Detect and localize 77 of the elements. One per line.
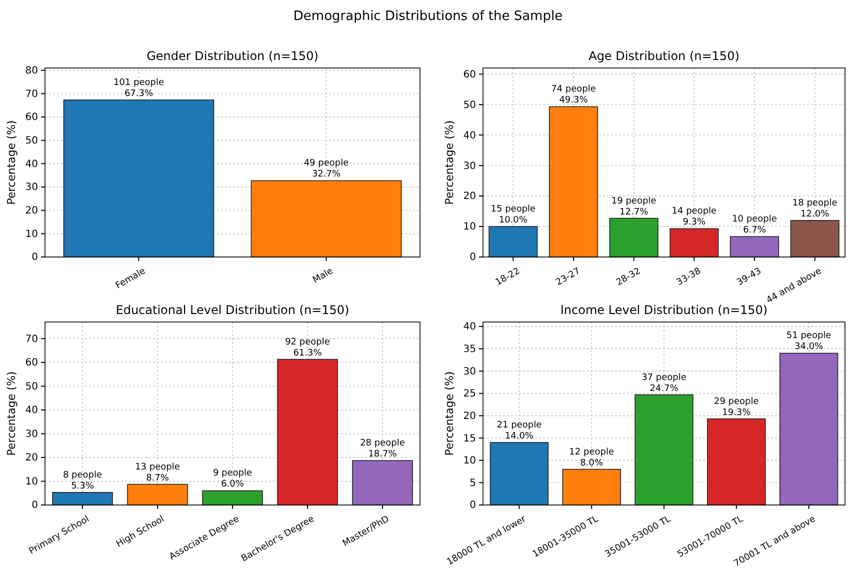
data-label: 8 people 5.3% [62, 470, 103, 492]
y-tick-label: 0 [32, 500, 38, 512]
bar [548, 106, 598, 258]
y-tick-label: 60 [25, 112, 38, 124]
y-tick-label: 20 [463, 410, 476, 422]
bar [52, 492, 113, 506]
y-tick-label: 40 [463, 322, 476, 333]
y-tick-label: 40 [25, 405, 38, 416]
y-tick-label: 40 [25, 158, 38, 170]
data-label: 74 people 49.3% [551, 84, 596, 106]
bar [730, 236, 780, 258]
chart-title: Educational Level Distribution (n=150) [116, 303, 350, 317]
y-tick-label: 40 [463, 130, 476, 142]
chart-title: Gender Distribution (n=150) [146, 49, 318, 63]
y-axis-title: Percentage (%) [443, 371, 456, 456]
data-label: 92 people 61.3% [285, 337, 330, 358]
y-tick-label: 10 [463, 456, 476, 467]
data-label: 19 people 12.7% [611, 196, 657, 218]
y-tick-label: 50 [25, 136, 38, 147]
y-tick-label: 0 [32, 252, 38, 264]
bar [790, 220, 840, 258]
y-tick-label: 20 [25, 452, 38, 464]
y-tick-label: 0 [470, 500, 476, 512]
chart-title: Age Distribution (n=150) [588, 49, 740, 63]
y-tick-label: 30 [25, 182, 38, 194]
y-tick-label: 60 [463, 69, 476, 80]
bar [488, 226, 538, 258]
data-label: 10 people 6.7% [732, 214, 778, 236]
data-label: 15 people 10.0% [490, 204, 536, 226]
y-tick-label: 50 [463, 100, 476, 111]
bar [352, 460, 413, 506]
data-label: 37 people 24.7% [642, 372, 687, 394]
data-label: 29 people 19.3% [714, 396, 760, 418]
y-tick-label: 70 [25, 88, 38, 100]
bar [490, 442, 549, 506]
y-tick-label: 25 [463, 388, 476, 400]
y-tick-label: 5 [470, 478, 476, 489]
y-tick-label: 30 [25, 428, 38, 440]
data-label: 101 people 67.3% [113, 78, 164, 99]
y-tick-label: 50 [25, 381, 38, 392]
y-tick-label: 70 [25, 334, 38, 345]
data-label: 12 people 8.0% [569, 447, 614, 468]
data-label: 18 people 12.0% [792, 198, 838, 220]
y-tick-label: 0 [470, 252, 476, 264]
y-tick-label: 60 [25, 358, 38, 369]
y-axis-title: Percentage (%) [443, 120, 456, 205]
data-label: 13 people 8.7% [135, 462, 180, 484]
bar [562, 468, 621, 506]
y-tick-label: 20 [463, 191, 476, 202]
data-label: 21 people 14.0% [496, 420, 542, 442]
y-tick-label: 10 [463, 222, 476, 233]
data-label: 28 people 18.7% [360, 438, 406, 460]
chart-title: Income Level Distribution (n=150) [560, 303, 768, 317]
y-axis-title: Percentage (%) [5, 371, 18, 456]
bar [707, 418, 766, 506]
data-label: 9 people 6.0% [212, 468, 253, 490]
bar [779, 352, 838, 506]
y-tick-label: 80 [25, 66, 38, 77]
bar [202, 490, 263, 506]
data-label: 49 people 32.7% [304, 158, 350, 180]
bar [127, 484, 188, 506]
bar [277, 358, 338, 506]
y-tick-label: 30 [463, 366, 476, 378]
bar [609, 218, 658, 258]
y-tick-label: 10 [25, 228, 38, 240]
bar [670, 228, 719, 258]
data-label: 14 people 9.3% [672, 206, 718, 228]
y-axis-title: Percentage (%) [5, 120, 18, 205]
y-tick-label: 35 [463, 344, 476, 355]
y-tick-label: 30 [463, 160, 476, 172]
data-label: 51 people 34.0% [786, 331, 832, 352]
x-tick-label: Male [311, 266, 336, 286]
bar [634, 394, 694, 506]
y-tick-label: 15 [463, 433, 476, 444]
y-tick-label: 10 [25, 476, 38, 488]
y-tick-label: 20 [25, 206, 38, 217]
text: Demographic Distributions of the Sample [293, 9, 563, 24]
